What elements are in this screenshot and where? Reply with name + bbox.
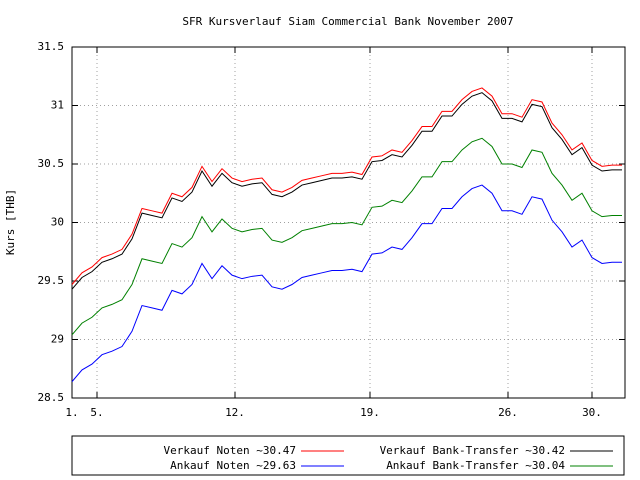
x-tick-label: 26. [498, 406, 518, 419]
y-tick-label: 29.5 [38, 274, 65, 287]
line [71, 184, 622, 382]
legend-label: Ankauf Noten ~29.63 [170, 459, 296, 472]
x-tick-label: 30. [582, 406, 602, 419]
y-tick-label: 31.5 [38, 40, 65, 53]
legend-box [71, 435, 625, 476]
legend-label: Ankauf Bank-Transfer ~30.04 [386, 459, 565, 472]
y-axis-label: Kurs [THB] [4, 189, 17, 255]
x-tick-label: 5. [90, 406, 103, 419]
y-tick-label: 29 [51, 333, 64, 346]
x-tick-label: 12. [225, 406, 245, 419]
line [71, 92, 622, 290]
x-tick-label: 1. [65, 406, 78, 419]
legend-label: Verkauf Noten ~30.47 [164, 444, 296, 457]
y-tick-label: 31 [51, 99, 64, 112]
plot-border [71, 46, 626, 399]
line [71, 137, 622, 336]
legend-label: Verkauf Bank-Transfer ~30.42 [380, 444, 565, 457]
y-tick-label: 30 [51, 216, 64, 229]
x-tick-label: 19. [360, 406, 380, 419]
chart-title: SFR Kursverlauf Siam Commercial Bank Nov… [182, 15, 513, 28]
line [71, 87, 622, 285]
y-tick-label: 28.5 [38, 391, 65, 404]
y-tick-label: 30.5 [38, 157, 65, 170]
